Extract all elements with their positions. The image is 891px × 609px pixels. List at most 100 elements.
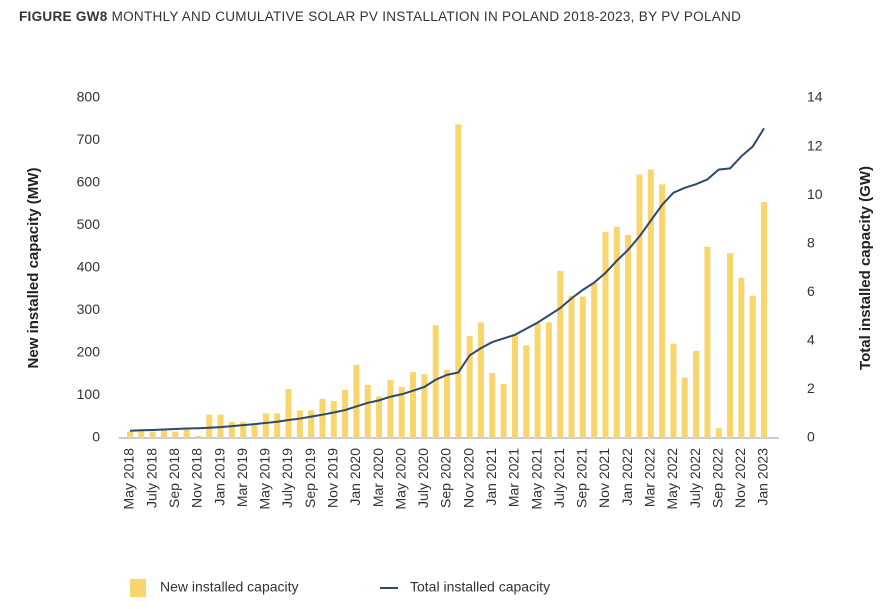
bar <box>387 379 394 438</box>
bar <box>172 431 179 438</box>
bar <box>319 398 326 438</box>
x-tick-label: July 2021 <box>551 448 567 508</box>
bar <box>670 343 677 438</box>
legend-label: Total installed capacity <box>410 579 550 595</box>
bar <box>727 253 734 438</box>
bar <box>591 282 598 438</box>
y2-tick-label: 2 <box>807 380 815 396</box>
bar <box>568 295 575 438</box>
y-tick-label: 400 <box>77 259 101 275</box>
bar <box>398 387 405 438</box>
bar <box>534 323 541 438</box>
x-tick-label: Sep 2021 <box>574 448 590 508</box>
bar <box>364 384 371 438</box>
y2-tick-label: 6 <box>807 283 815 299</box>
y2-tick-label: 10 <box>807 186 823 202</box>
bar <box>466 336 473 438</box>
bar <box>194 435 201 438</box>
y-tick-label: 600 <box>77 174 101 190</box>
bar <box>296 410 303 438</box>
x-tick-label: Jan 2020 <box>347 448 363 506</box>
bar <box>613 226 620 438</box>
bar <box>761 202 767 438</box>
y-tick-label: 0 <box>92 429 100 445</box>
legend-label: New installed capacity <box>160 579 299 595</box>
bar <box>602 231 609 438</box>
bar <box>410 372 417 438</box>
bar <box>523 345 530 438</box>
bar <box>693 350 700 438</box>
bar <box>127 431 133 438</box>
x-tick-label: Jan 2019 <box>211 448 227 506</box>
x-tick-label: July 2022 <box>687 448 703 508</box>
bar <box>455 124 462 438</box>
bar <box>183 429 190 438</box>
bar <box>545 322 552 438</box>
bar <box>285 389 292 438</box>
bar <box>636 174 643 438</box>
bar <box>274 413 281 438</box>
x-tick-label: Mar 2019 <box>234 448 250 507</box>
bar <box>262 413 269 438</box>
x-tick-label: Mar 2020 <box>370 448 386 507</box>
bar <box>738 277 745 438</box>
x-tick-label: Jan 2021 <box>483 448 499 506</box>
bar <box>749 295 756 438</box>
bar <box>376 396 383 438</box>
bar <box>342 389 349 438</box>
bar <box>251 425 258 438</box>
y-tick-label: 800 <box>77 89 101 105</box>
y2-axis-title: Total installed capacity (GW) <box>857 166 874 370</box>
x-tick-label: May 2021 <box>528 448 544 510</box>
bar <box>228 421 235 438</box>
x-tick-label: Sep 2018 <box>166 448 182 508</box>
x-tick-label: May 2018 <box>121 448 137 510</box>
x-tick-label: July 2020 <box>415 448 431 508</box>
bar <box>681 377 688 438</box>
x-tick-label: July 2018 <box>143 448 159 508</box>
y-tick-label: 100 <box>77 386 101 402</box>
bar <box>511 333 518 438</box>
x-tick-label: Jan 2023 <box>755 448 771 506</box>
x-tick-label: Nov 2022 <box>732 448 748 508</box>
bar <box>659 184 666 438</box>
bar <box>240 421 247 438</box>
x-tick-label: May 2019 <box>257 448 273 510</box>
bar <box>500 384 507 438</box>
x-tick-label: Sep 2022 <box>709 448 725 508</box>
y2-tick-label: 8 <box>807 234 815 250</box>
bar <box>421 374 428 438</box>
bar <box>489 372 496 438</box>
x-tick-label: Nov 2021 <box>596 448 612 508</box>
title-text: MONTHLY AND CUMULATIVE SOLAR PV INSTALLA… <box>112 9 742 24</box>
legend-swatch <box>130 579 146 597</box>
bar <box>715 428 722 438</box>
x-tick-label: July 2019 <box>279 448 295 508</box>
bar <box>353 364 360 438</box>
bar <box>704 246 711 438</box>
bar <box>206 414 213 438</box>
x-tick-label: May 2022 <box>664 448 680 510</box>
bar <box>579 296 586 438</box>
x-tick-label: Jan 2022 <box>619 448 635 506</box>
bar <box>160 430 167 438</box>
chart-title: FIGURE GW8 MONTHLY AND CUMULATIVE SOLAR … <box>19 9 741 24</box>
y2-tick-label: 12 <box>807 137 823 153</box>
bar <box>477 322 484 438</box>
y2-tick-label: 4 <box>807 332 815 348</box>
bar <box>149 431 156 438</box>
bar <box>330 401 337 438</box>
y-axis-title: New installed capacity (MW) <box>25 168 42 369</box>
y2-tick-label: 0 <box>807 429 815 445</box>
x-tick-label: Nov 2019 <box>324 448 340 508</box>
bar <box>625 234 632 438</box>
bar <box>444 370 450 438</box>
bar <box>557 270 564 438</box>
bar <box>432 325 439 438</box>
y2-tick-label: 14 <box>807 89 823 105</box>
y-tick-label: 500 <box>77 216 101 232</box>
y-tick-label: 300 <box>77 301 101 317</box>
x-tick-label: Sep 2020 <box>438 448 454 508</box>
y-tick-label: 200 <box>77 344 101 360</box>
